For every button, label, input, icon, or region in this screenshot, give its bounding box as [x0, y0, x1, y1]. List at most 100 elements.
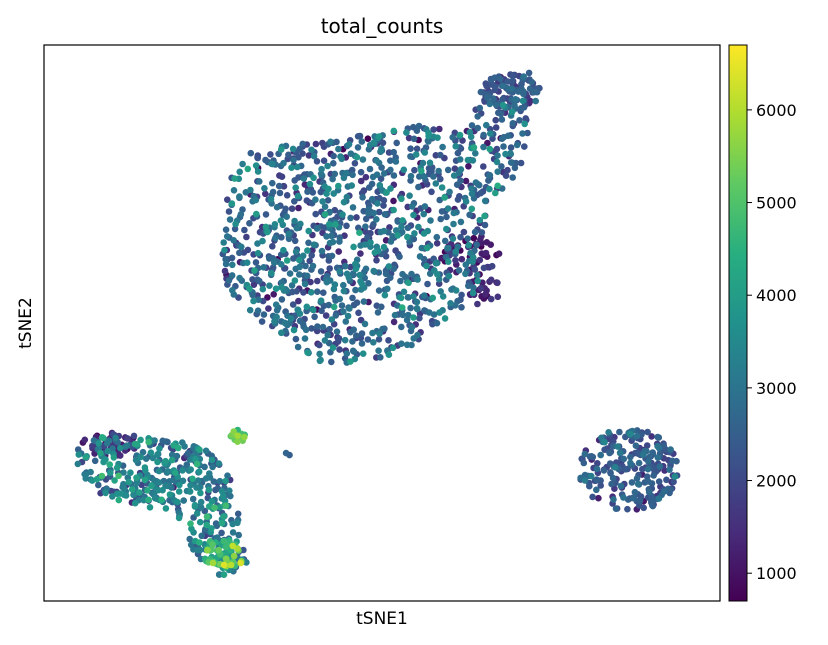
scatter-point	[411, 230, 418, 237]
scatter-point	[220, 239, 227, 246]
scatter-point	[332, 221, 339, 228]
scatter-point	[470, 254, 477, 261]
scatter-point	[260, 311, 268, 318]
scatter-point	[398, 304, 406, 311]
scatter-point	[644, 428, 651, 436]
scatter-point	[622, 466, 629, 473]
scatter-point	[324, 331, 332, 339]
scatter-point	[509, 120, 517, 127]
scatter-point	[639, 465, 646, 473]
scatter-point	[280, 159, 287, 167]
scatter-point	[430, 173, 437, 180]
scatter-point	[290, 156, 297, 164]
scatter-point	[320, 157, 328, 164]
scatter-point	[301, 280, 309, 288]
scatter-point	[350, 326, 358, 334]
scatter-point	[400, 288, 408, 296]
scatter-point	[310, 241, 318, 248]
scatter-point	[398, 323, 405, 331]
scatter-point	[230, 237, 237, 244]
scatter-point	[220, 537, 228, 545]
scatter-point	[663, 476, 670, 484]
scatter-point	[193, 484, 200, 491]
scatter-point	[299, 140, 307, 148]
scatter-point	[610, 438, 617, 445]
scatter-point	[490, 95, 497, 102]
scatter-point	[380, 227, 388, 235]
scatter-point	[327, 138, 334, 146]
scatter-point	[465, 163, 472, 170]
scatter-point	[370, 267, 378, 275]
scatter-point	[254, 240, 261, 247]
scatter-point	[209, 463, 216, 471]
scatter-point	[423, 244, 431, 252]
scatter-point	[174, 444, 182, 452]
scatter-point	[381, 291, 389, 299]
scatter-point	[627, 430, 634, 438]
scatter-point	[378, 303, 385, 311]
scatter-point	[495, 250, 503, 257]
scatter-points	[74, 69, 681, 578]
scatter-point	[283, 257, 291, 264]
scatter-point	[259, 285, 267, 293]
scatter-point	[131, 440, 139, 448]
scatter-point	[398, 195, 405, 203]
scatter-point	[273, 307, 281, 314]
scatter-point	[174, 498, 181, 506]
scatter-point	[486, 185, 493, 193]
scatter-point	[314, 288, 321, 296]
scatter-point	[340, 174, 348, 182]
scatter-point	[624, 505, 631, 513]
scatter-point	[476, 216, 484, 224]
scatter-point	[343, 193, 351, 201]
scatter-point	[481, 197, 489, 205]
scatter-point	[609, 474, 617, 482]
scatter-point	[430, 126, 437, 133]
scatter-point	[670, 478, 677, 486]
scatter-point	[141, 476, 149, 484]
scatter-point	[441, 194, 448, 201]
scatter-point	[270, 259, 278, 266]
scatter-point	[90, 437, 98, 444]
scatter-point	[133, 479, 141, 487]
scatter-point	[630, 494, 637, 502]
scatter-point	[451, 165, 459, 172]
scatter-point	[145, 438, 152, 446]
scatter-point	[374, 200, 381, 207]
scatter-point	[487, 276, 495, 284]
scatter-point	[362, 215, 370, 223]
scatter-point	[437, 151, 444, 159]
scatter-point	[336, 346, 343, 353]
scatter-point	[504, 132, 512, 140]
scatter-point	[130, 432, 138, 440]
scatter-point	[593, 486, 600, 494]
scatter-point	[305, 152, 313, 159]
scatter-point	[410, 211, 417, 219]
scatter-point	[82, 454, 89, 461]
scatter-point	[441, 315, 449, 322]
scatter-point	[435, 276, 443, 283]
scatter-point	[291, 217, 298, 225]
scatter-point	[106, 461, 113, 468]
scatter-point	[474, 113, 482, 120]
scatter-point	[380, 170, 388, 177]
scatter-point	[110, 454, 118, 461]
scatter-point	[320, 289, 327, 297]
scatter-point	[354, 144, 362, 151]
scatter-point	[387, 166, 394, 174]
scatter-point	[420, 230, 428, 237]
scatter-point	[332, 312, 340, 319]
scatter-point	[264, 228, 271, 236]
scatter-point	[474, 277, 482, 285]
scatter-point	[407, 145, 414, 152]
scatter-point	[511, 164, 519, 172]
scatter-point	[181, 443, 188, 450]
scatter-point	[359, 194, 366, 201]
scatter-point	[289, 301, 297, 308]
scatter-point	[468, 122, 476, 129]
scatter-point	[445, 258, 452, 266]
scatter-point	[159, 437, 166, 445]
scatter-point	[437, 215, 445, 223]
scatter-point	[357, 177, 365, 185]
scatter-point	[375, 208, 383, 216]
